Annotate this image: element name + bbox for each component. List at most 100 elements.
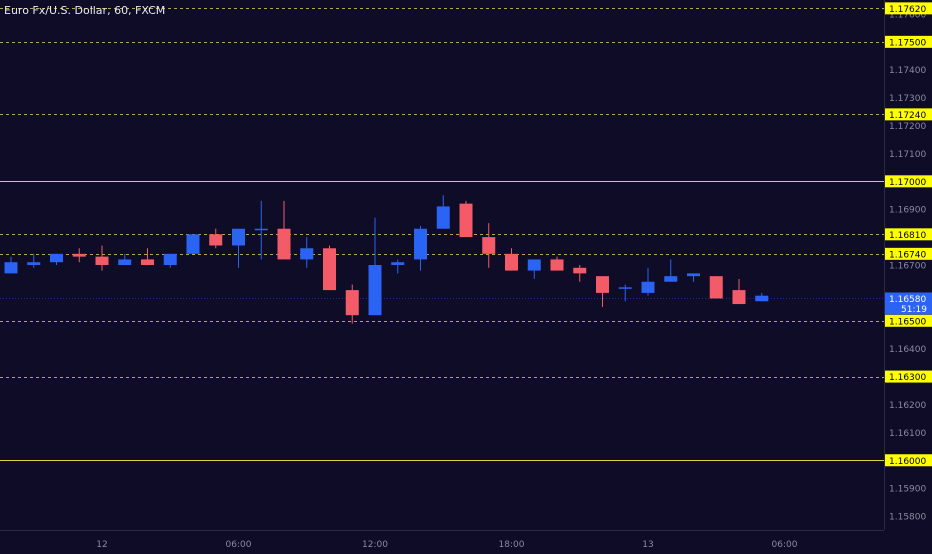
y-tick-label: 1.15900 — [889, 485, 926, 495]
y-tick-label: 1.17100 — [889, 150, 926, 160]
candle-body — [4, 262, 18, 274]
y-tick-label: 1.16200 — [889, 401, 926, 411]
candle-body — [186, 234, 200, 254]
candle-body — [209, 234, 223, 246]
candle-body — [50, 253, 63, 263]
candle-body — [95, 256, 109, 265]
candle — [641, 267, 655, 296]
candle — [72, 248, 86, 263]
candle — [687, 273, 700, 282]
x-tick-label: 18:00 — [499, 540, 525, 550]
candle-body — [300, 248, 314, 260]
candle-body — [732, 290, 746, 305]
candle-body — [618, 287, 632, 289]
candle — [163, 253, 177, 268]
candle-body — [232, 228, 245, 246]
candle-body — [163, 253, 177, 265]
level-price-tag — [885, 370, 932, 383]
candle-body — [482, 237, 496, 254]
candle — [118, 253, 132, 265]
candle — [505, 248, 518, 271]
candle-body — [345, 290, 359, 316]
x-tick-label: 06:00 — [772, 540, 798, 550]
candle — [300, 237, 314, 268]
candle — [254, 200, 268, 260]
level-price-tag — [885, 175, 932, 188]
y-tick-label: 1.17600 — [889, 10, 926, 20]
candle — [732, 278, 746, 305]
candle-body — [436, 206, 450, 229]
candle-body — [687, 273, 700, 277]
candle — [482, 223, 496, 268]
candle — [459, 200, 473, 238]
candle — [414, 225, 427, 271]
candle-body — [118, 259, 132, 265]
candle — [209, 228, 223, 249]
level-price-tag — [885, 454, 932, 467]
candle — [664, 259, 678, 282]
y-tick-label: 1.15800 — [889, 513, 926, 523]
level-price-tag — [885, 228, 932, 241]
candle — [277, 200, 291, 260]
level-price-tag — [885, 247, 932, 260]
candle-body — [414, 228, 427, 260]
current-price-tag — [885, 292, 932, 315]
candle-body — [459, 203, 473, 238]
candle-body — [505, 253, 518, 271]
candle — [323, 245, 336, 291]
candle — [755, 292, 769, 302]
level-price-label: 1.16000 — [889, 457, 926, 467]
candle-body — [550, 259, 564, 271]
candle — [186, 234, 200, 254]
candle — [527, 259, 541, 279]
candle — [391, 259, 405, 274]
y-tick-label: 1.17300 — [889, 94, 926, 104]
level-price-tag — [885, 35, 932, 48]
candle — [4, 256, 18, 274]
countdown-label: 51:19 — [901, 305, 927, 315]
candle — [709, 276, 723, 299]
x-tick-label: 06:00 — [226, 540, 252, 550]
x-tick-label: 12 — [96, 540, 107, 550]
level-price-label: 1.16810 — [889, 231, 926, 241]
current-price-label: 1.16580 — [889, 295, 926, 305]
y-tick-label: 1.16400 — [889, 345, 926, 355]
y-tick-label: 1.16900 — [889, 206, 926, 216]
candle-body — [323, 248, 336, 291]
level-price-tag — [885, 314, 932, 327]
candle — [618, 284, 632, 302]
candle-body — [254, 228, 268, 231]
x-tick-label: 13 — [642, 540, 653, 550]
candle — [141, 248, 154, 265]
candle-body — [141, 259, 154, 265]
candle — [50, 253, 63, 265]
level-price-label: 1.16500 — [889, 317, 926, 327]
candle-body — [72, 253, 86, 257]
candle-body — [27, 262, 41, 265]
candle — [345, 284, 359, 324]
candle — [550, 256, 564, 271]
level-price-label: 1.17500 — [889, 38, 926, 48]
level-price-label: 1.16300 — [889, 373, 926, 383]
candle-body — [368, 265, 382, 316]
x-tick-label: 12:00 — [362, 540, 388, 550]
level-price-tag — [885, 2, 932, 15]
level-price-tag — [885, 108, 932, 121]
candle-body — [277, 228, 291, 260]
candle — [436, 195, 450, 229]
level-price-label: 1.17000 — [889, 178, 926, 188]
y-tick-label: 1.17400 — [889, 66, 926, 76]
y-tick-label: 1.16700 — [889, 262, 926, 272]
candle — [27, 253, 41, 268]
candle-body — [391, 262, 405, 265]
candle-body — [596, 276, 609, 293]
y-tick-label: 1.16100 — [889, 429, 926, 439]
candle — [596, 276, 609, 307]
level-price-label: 1.17620 — [889, 5, 926, 15]
candle-body — [709, 276, 723, 299]
candle-body — [664, 276, 678, 282]
y-tick-label: 1.17200 — [889, 122, 926, 132]
